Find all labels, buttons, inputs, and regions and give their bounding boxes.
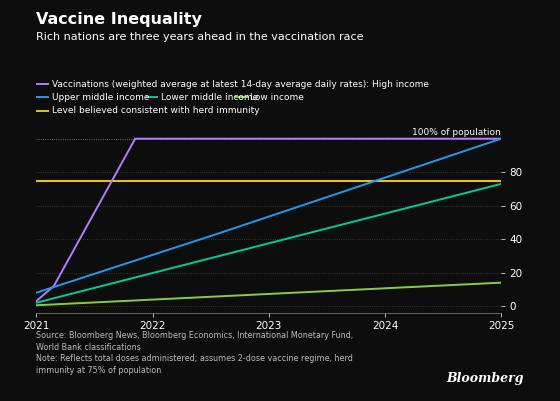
Text: Vaccine Inequality: Vaccine Inequality [36,12,202,27]
Text: Rich nations are three years ahead in the vaccination race: Rich nations are three years ahead in th… [36,32,364,42]
Text: Bloomberg: Bloomberg [446,372,524,385]
Text: Source: Bloomberg News, Bloomberg Economics, International Monetary Fund,
World : Source: Bloomberg News, Bloomberg Econom… [36,331,353,375]
Text: Upper middle income: Upper middle income [52,93,149,102]
Text: Level believed consistent with herd immunity: Level believed consistent with herd immu… [52,106,259,115]
Text: Low income: Low income [250,93,304,102]
Text: Vaccinations (weighted average at latest 14-day average daily rates): High incom: Vaccinations (weighted average at latest… [52,80,428,89]
Text: Lower middle income: Lower middle income [161,93,258,102]
Text: 100% of population: 100% of population [413,128,501,137]
